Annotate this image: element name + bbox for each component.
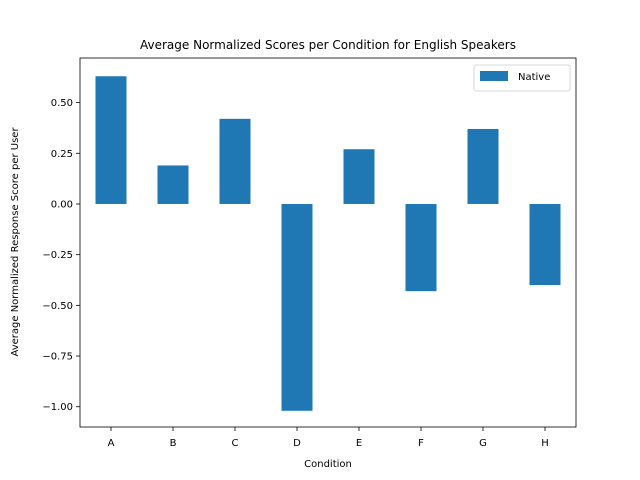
x-axis: A B C D E F G H bbox=[108, 427, 549, 449]
y-tick-label: 0.25 bbox=[51, 149, 73, 160]
bar-A bbox=[95, 76, 127, 204]
chart-title: Average Normalized Scores per Condition … bbox=[140, 38, 516, 52]
y-axis: 0.50 0.25 0.00 −0.25 −0.50 −0.75 −1.00 bbox=[42, 98, 80, 413]
x-tick-label: G bbox=[479, 438, 487, 449]
x-tick-label: A bbox=[108, 438, 115, 449]
bar-F bbox=[405, 203, 437, 292]
x-tick-label: C bbox=[232, 438, 239, 449]
legend: Native bbox=[473, 64, 571, 92]
bar-H bbox=[529, 203, 561, 286]
y-tick-label: −0.75 bbox=[42, 352, 73, 363]
bar-E bbox=[343, 149, 375, 204]
bar-B bbox=[157, 165, 189, 204]
y-tick-label: 0.50 bbox=[51, 98, 73, 109]
y-tick-label: −0.50 bbox=[42, 301, 73, 312]
x-tick-label: F bbox=[418, 438, 424, 449]
x-tick-label: B bbox=[170, 438, 177, 449]
y-tick-label: −0.25 bbox=[42, 250, 73, 261]
plot-frame bbox=[79, 57, 577, 428]
bar-G bbox=[467, 128, 499, 204]
x-tick-label: E bbox=[356, 438, 362, 449]
y-tick-label: 0.00 bbox=[51, 199, 73, 210]
bars-group bbox=[95, 76, 561, 411]
bar-D bbox=[281, 203, 313, 411]
legend-swatch bbox=[480, 71, 508, 81]
legend-label: Native bbox=[518, 72, 550, 83]
y-axis-label: Average Normalized Response Score per Us… bbox=[10, 127, 21, 357]
x-tick-label: H bbox=[541, 438, 549, 449]
y-tick-label: −1.00 bbox=[42, 402, 73, 413]
x-tick-label: D bbox=[293, 438, 301, 449]
bar-C bbox=[219, 118, 251, 204]
x-axis-label: Condition bbox=[304, 459, 352, 470]
